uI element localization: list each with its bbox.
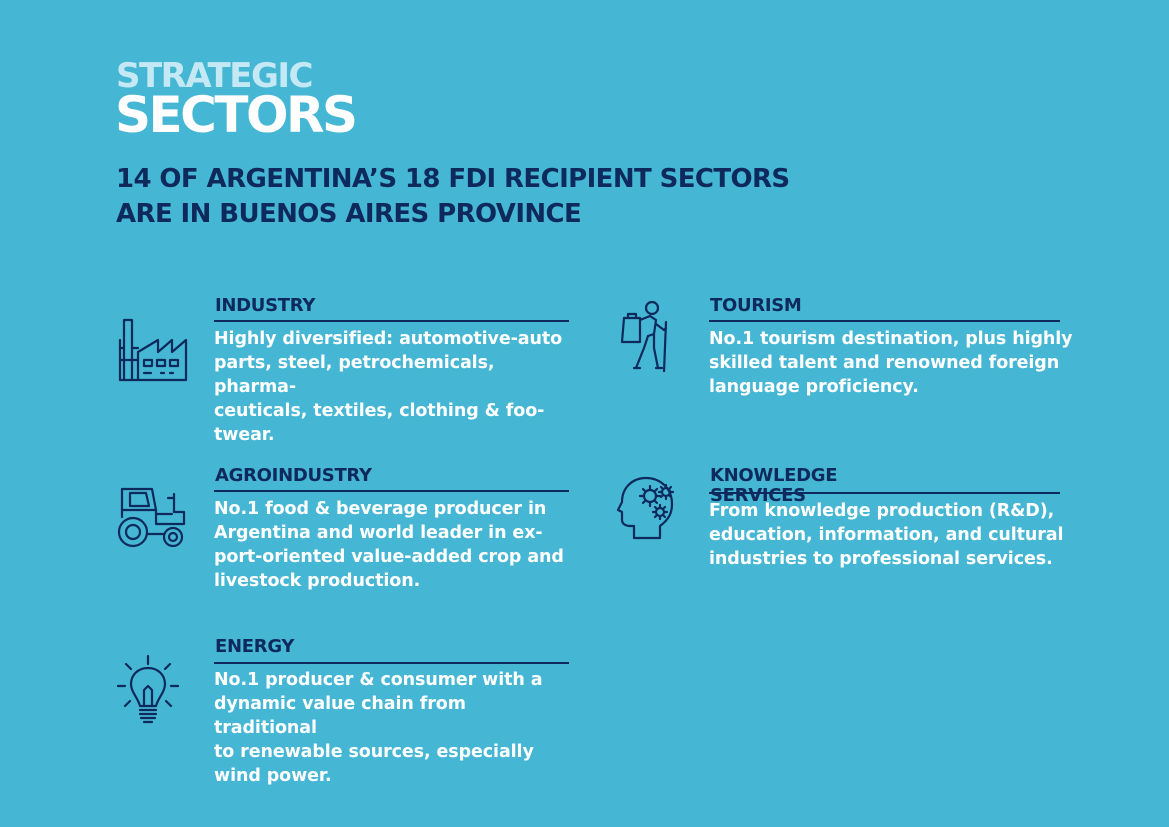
sector-name: TOURISM [710, 295, 802, 316]
subtitle-line: 14 OF ARGENTINA’S 18 FDI RECIPIENT SECTO… [116, 164, 790, 194]
sector-description: No.1 producer & consumer with a dynamic … [214, 668, 574, 788]
description-line: ceuticals, textiles, clothing & foo- [214, 401, 545, 421]
sector-name: INDUSTRY [215, 295, 316, 316]
section-kicker: STRATEGIC [116, 56, 313, 96]
sector-description: From knowledge production (R&D), educati… [709, 499, 1089, 571]
description-line: No.1 food & beverage producer in [214, 499, 547, 519]
description-line: No.1 tourism destination, plus highly [709, 329, 1073, 349]
sector-divider [214, 490, 569, 492]
sector-name: ENERGY [215, 636, 295, 657]
description-line: education, information, and cultural [709, 525, 1064, 545]
sector-name: KNOWLEDGE SERVICES [710, 465, 838, 506]
sector-divider [709, 492, 1060, 494]
description-line: No.1 producer & consumer with a [214, 670, 543, 690]
description-line: port-oriented value-added crop and [214, 547, 564, 567]
description-line: livestock production. [214, 571, 421, 591]
description-line: Highly diversified: automotive-auto [214, 329, 563, 349]
description-line: From knowledge production (R&D), [709, 501, 1055, 521]
sector-divider [214, 662, 569, 664]
hiker-icon [614, 300, 686, 372]
description-line: dynamic value chain from traditional [214, 694, 466, 738]
sector-description: No.1 food & beverage producer in Argenti… [214, 497, 574, 593]
description-line: language proficiency. [709, 377, 919, 397]
lightbulb-icon [112, 654, 184, 726]
tractor-icon [116, 484, 188, 556]
description-line: to renewable sources, especially [214, 742, 534, 762]
sector-description: No.1 tourism destination, plus highly sk… [709, 327, 1089, 399]
factory-icon [117, 318, 189, 390]
description-line: industries to professional services. [709, 549, 1053, 569]
subtitle-line: ARE IN BUENOS AIRES PROVINCE [116, 199, 582, 229]
description-line: wind power. [214, 766, 332, 786]
page-title: SECTORS [115, 86, 358, 144]
page-subtitle: 14 OF ARGENTINA’S 18 FDI RECIPIENT SECTO… [116, 162, 876, 232]
description-line: twear. [214, 425, 275, 445]
sector-name: AGROINDUSTRY [215, 465, 372, 486]
description-line: parts, steel, petrochemicals, pharma- [214, 353, 495, 397]
description-line: skilled talent and renowned foreign [709, 353, 1060, 373]
sector-divider [214, 320, 569, 322]
head-gears-icon [614, 474, 686, 546]
description-line: Argentina and world leader in ex- [214, 523, 543, 543]
sector-divider [709, 320, 1060, 322]
sector-description: Highly diversified: automotive-auto part… [214, 327, 574, 447]
